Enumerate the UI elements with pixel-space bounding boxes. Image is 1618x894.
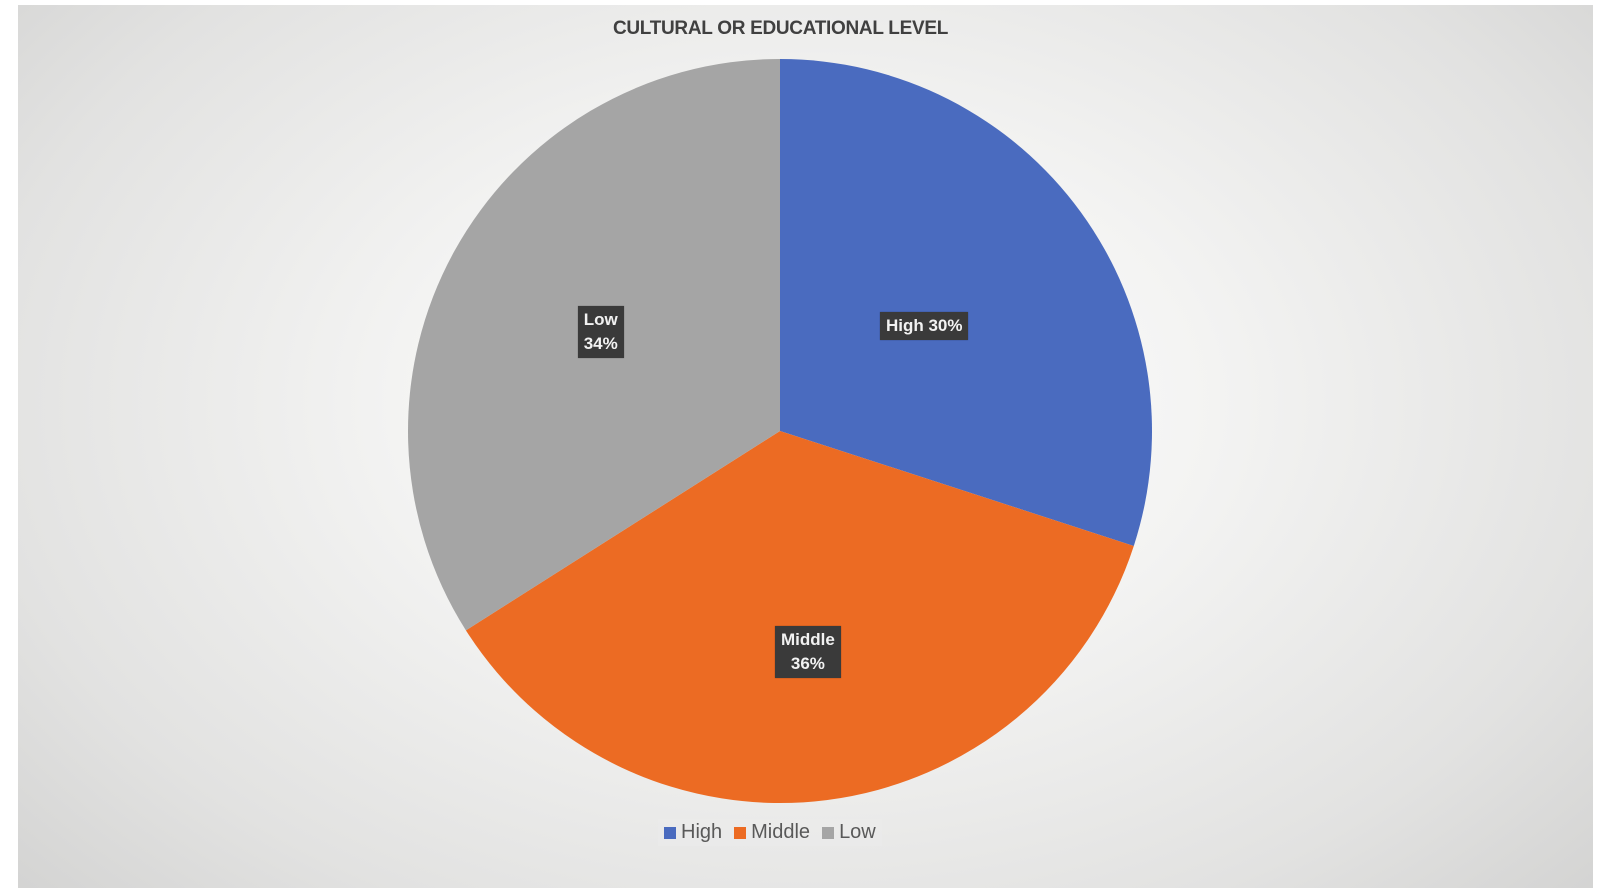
data-label-low: Low 34% xyxy=(577,306,624,359)
legend-item-low[interactable]: Low xyxy=(822,821,876,844)
legend-swatch-high xyxy=(664,826,676,839)
legend-label-middle: Middle xyxy=(751,821,811,843)
legend-item-middle[interactable]: Middle xyxy=(734,821,810,844)
pie-slice-middle[interactable] xyxy=(465,431,1134,803)
legend-label-high: High xyxy=(681,821,723,843)
legend-item-high[interactable]: High xyxy=(664,821,722,844)
legend-label-low: Low xyxy=(839,821,876,843)
chart-legend: High Middle Low xyxy=(658,819,882,846)
chart-title: CULTURAL OR EDUCATIONAL LEVEL xyxy=(612,18,949,39)
legend-swatch-middle xyxy=(734,826,747,839)
pie-chart xyxy=(407,58,1152,803)
legend-swatch-low xyxy=(822,826,835,839)
chart-area: CULTURAL OR EDUCATIONAL LEVEL High 30% M… xyxy=(18,5,1593,888)
pie-slice-high[interactable] xyxy=(780,59,1152,546)
data-label-middle: Middle 36% xyxy=(774,626,841,679)
data-label-high: High 30% xyxy=(879,312,969,341)
